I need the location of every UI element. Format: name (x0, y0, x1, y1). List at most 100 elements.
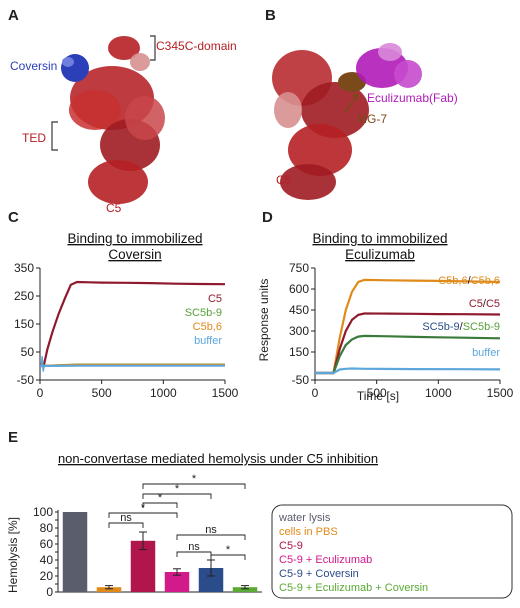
d-xtick-label: 0 (312, 386, 319, 400)
e-legend-item-4: C5-9 + Coversin (279, 568, 359, 580)
e-sig-label-3: * (175, 483, 180, 495)
chart-c: Binding to immobilized Coversin -50 50 150… (14, 231, 239, 400)
chart-e-title: non-convertase mediated hemolysis under … (58, 451, 378, 466)
e-sig-label-5: ns (188, 541, 200, 553)
d-ytick-label: 450 (289, 303, 309, 317)
e-sig-label-6: ns (205, 524, 217, 536)
e-sig-bracket-3 (142, 493, 212, 499)
label-c5-a: C5 (106, 201, 122, 215)
d-ytick-label: 150 (289, 345, 309, 359)
chart-e-legend-box (271, 504, 513, 599)
c-ytick-label: 350 (14, 261, 34, 275)
label-c5-b: C5 (276, 173, 292, 187)
e-sig-bracket-7 (210, 554, 246, 560)
chart-c-legend: C5 SC5b-9 C5b,6 buffer (185, 293, 223, 347)
chart-e-legend: water lysis cells in PBS C5-9 C5-9 + Eculiz… (278, 512, 428, 594)
chart-c-series (39, 280, 226, 372)
e-sig-bracket-2 (142, 502, 178, 508)
chart-c-axes: -50 50 150 250 350 0 500 1000 1500 (14, 261, 239, 400)
chart-d-legend: C5b,6/C5b,6 C5/C5 SC5b-9/SC5b-9 buffer (422, 275, 500, 359)
d-series-line-2 (315, 334, 501, 375)
structure-a-illustration (51, 35, 165, 204)
chart-c-title-line2: Coversin (108, 247, 161, 262)
label-eculizumab-fab: Eculizumab(Fab) (367, 91, 458, 105)
label-coversin: Coversin (10, 59, 57, 73)
label-ted: TED (22, 131, 46, 145)
chart-d: Binding to immobilized Eculizumab -50 150… (257, 231, 514, 403)
chart-e-ylabel: Hemolysis [%] (6, 517, 20, 593)
panel-label-c: C (8, 209, 19, 226)
d-ytick-label: -50 (292, 373, 310, 387)
c-legend-item-3: buffer (194, 335, 222, 347)
e-ytick-label: 40 (40, 553, 54, 567)
c-ytick-label: 150 (14, 317, 34, 331)
c-legend-item-0: C5 (208, 293, 222, 305)
e-legend-item-1: cells in PBS (279, 526, 338, 538)
e-sig-bracket-1 (108, 512, 178, 518)
d-ytick-label: 600 (289, 282, 309, 296)
c-ytick-label: 250 (14, 289, 34, 303)
panel-label-e: E (8, 429, 18, 446)
label-c345c-domain: C345C-domain (156, 39, 237, 53)
panel-label-b: B (265, 7, 276, 24)
d-legend-item-3: buffer (472, 347, 500, 359)
e-bar-1 (96, 587, 122, 592)
e-bar-0 (62, 512, 88, 592)
c-legend-item-2: C5b,6 (193, 321, 222, 333)
chart-d-title-line2: Eculizumab (345, 247, 415, 262)
c-xtick-label: 1500 (212, 386, 239, 400)
e-sig-label-7: * (226, 544, 231, 556)
d-xtick-label: 1500 (487, 386, 514, 400)
e-sig-bracket-0 (108, 522, 144, 528)
structure-b-illustration (272, 43, 422, 200)
chart-e-bars (62, 512, 258, 592)
e-ytick-label: 100 (33, 505, 53, 519)
d-xtick-label: 500 (367, 386, 387, 400)
label-mg7: MG-7 (357, 112, 387, 126)
e-sig-label-4: * (192, 473, 197, 485)
d-legend-item-1: C5/C5 (469, 298, 500, 310)
d-xtick-label: 1000 (425, 386, 452, 400)
d-series-line-3 (315, 367, 501, 375)
e-legend-item-5: C5-9 + Eculizumab + Coversin (279, 582, 428, 594)
chart-e: non-convertase mediated hemolysis under … (6, 451, 513, 599)
e-bar-3 (164, 572, 190, 592)
chart-d-axes: -50 150 300 450 600 750 0 500 1000 1500 (289, 261, 514, 400)
e-legend-item-2: C5-9 (279, 540, 303, 552)
c-legend-item-1: SC5b-9 (185, 307, 222, 319)
chart-d-xlabel: Time [s] (357, 389, 399, 403)
c-xtick-label: 500 (92, 386, 112, 400)
e-bar-5 (232, 587, 258, 592)
chart-e-axes: 0 20 40 60 80 100 (33, 505, 262, 599)
c-ytick-label: 50 (21, 345, 35, 359)
panel-label-a: A (8, 7, 19, 24)
panel-label-d: D (262, 209, 273, 226)
d-ytick-label: 750 (289, 261, 309, 275)
d-legend-item-0: C5b,6/C5b,6 (438, 275, 500, 287)
chart-c-title-line1: Binding to immobilized (67, 231, 202, 246)
chart-d-ylabel: Response units (257, 279, 271, 362)
c-xtick-label: 0 (37, 386, 44, 400)
c-xtick-label: 1000 (150, 386, 177, 400)
e-legend-item-0: water lysis (278, 512, 331, 524)
e-sig-bracket-5 (176, 551, 212, 557)
e-ytick-label: 20 (40, 569, 54, 583)
c-injection-artifact (40, 356, 45, 372)
d-series-line-1 (315, 312, 501, 375)
c-ytick-label: -50 (17, 373, 35, 387)
d-series-line-0 (315, 278, 501, 375)
e-legend-item-3: C5-9 + Eculizumab (279, 554, 372, 566)
d-legend-item-2: SC5b-9/SC5b-9 (422, 321, 500, 333)
e-ytick-label: 0 (46, 585, 53, 599)
e-sig-bracket-4 (142, 483, 246, 489)
chart-d-series (315, 278, 501, 375)
c-series-line-0 (40, 280, 226, 368)
e-sig-label-2: * (158, 492, 163, 504)
e-sig-label-0: ns (120, 512, 132, 524)
e-ytick-label: 60 (40, 537, 54, 551)
chart-d-title-line1: Binding to immobilized (312, 231, 447, 246)
d-ytick-label: 300 (289, 324, 309, 338)
e-ytick-label: 80 (40, 521, 54, 535)
